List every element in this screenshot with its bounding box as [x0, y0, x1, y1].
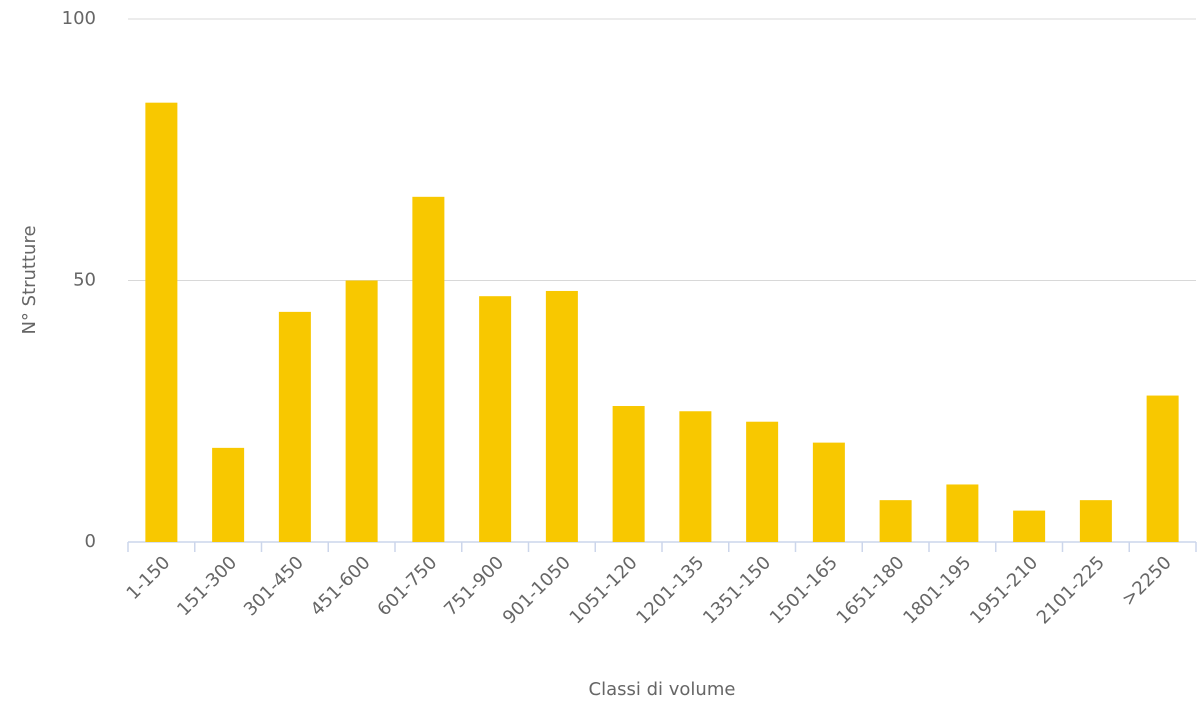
- bar: [946, 484, 979, 542]
- x-axis-title: Classi di volume: [589, 679, 736, 700]
- x-tick-label: 1651-180: [833, 552, 909, 628]
- x-tick-label: 1951-210: [966, 552, 1042, 628]
- x-tick-label: 1201-135: [632, 552, 708, 628]
- x-tick-label: 751-900: [440, 552, 508, 620]
- bar: [278, 311, 311, 542]
- x-tick-label: 1051-120: [566, 552, 642, 628]
- y-tick-label: 100: [62, 8, 96, 29]
- bar: [1079, 500, 1112, 542]
- x-tick-label: 1-150: [123, 552, 175, 604]
- x-tick-label: 1801-195: [899, 552, 975, 628]
- bar: [812, 442, 845, 542]
- bar: [746, 421, 779, 542]
- x-tick-label: 151-300: [173, 552, 241, 620]
- x-tick-label: 451-600: [307, 552, 375, 620]
- bar: [879, 500, 912, 542]
- bar: [412, 196, 445, 542]
- bar: [479, 296, 512, 542]
- x-tick-label: 2101-225: [1033, 552, 1109, 628]
- bar: [612, 406, 645, 542]
- bar: [212, 447, 245, 542]
- x-tick-label: 601-750: [373, 552, 441, 620]
- x-tick-label: 901-1050: [499, 552, 575, 628]
- x-tick-label: 1501-165: [766, 552, 842, 628]
- y-tick-label: 50: [73, 270, 96, 291]
- x-tick-label: >2250: [1118, 552, 1176, 610]
- bar: [1146, 395, 1179, 542]
- x-tick-label: 1351-150: [699, 552, 775, 628]
- bar: [1013, 510, 1046, 542]
- bar: [679, 411, 712, 542]
- bar: [345, 280, 378, 542]
- bar: [545, 290, 578, 542]
- x-tick-label: 301-450: [240, 552, 308, 620]
- y-tick-label: 0: [85, 531, 96, 552]
- y-axis-title: N° Strutture: [19, 225, 40, 334]
- bar: [145, 102, 178, 543]
